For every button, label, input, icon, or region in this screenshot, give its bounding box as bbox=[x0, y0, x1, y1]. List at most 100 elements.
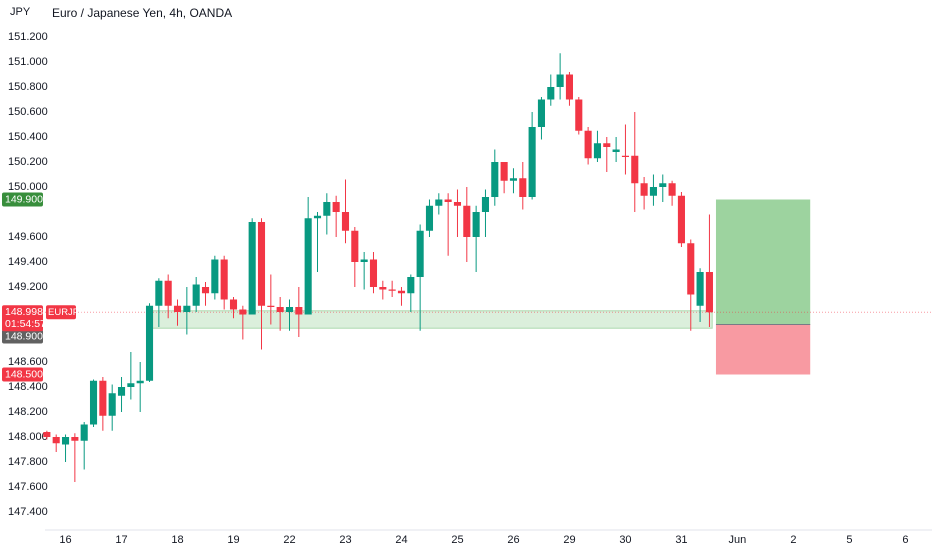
candle-body bbox=[519, 178, 527, 197]
candle-body bbox=[668, 183, 676, 196]
candle-body bbox=[696, 272, 704, 306]
last-price-bg bbox=[2, 305, 43, 332]
y-tick-label: 148.400 bbox=[8, 381, 48, 393]
y-tick-label: 150.800 bbox=[8, 81, 48, 93]
candle-body bbox=[649, 187, 657, 196]
candle-body bbox=[173, 305, 182, 312]
axis-label: JPY bbox=[10, 6, 31, 18]
entry-label: 148.900 bbox=[5, 330, 43, 342]
candle-body bbox=[444, 199, 452, 202]
last-price-label: 148.998 bbox=[5, 306, 43, 318]
entry-label-bg bbox=[2, 329, 43, 344]
x-tick-label: 5 bbox=[846, 534, 852, 546]
candle-body bbox=[239, 309, 247, 315]
candle-body bbox=[593, 143, 601, 159]
candle-body bbox=[397, 290, 406, 294]
candle-body bbox=[575, 99, 583, 131]
profit-zone bbox=[715, 199, 811, 325]
y-tick-label: 150.400 bbox=[8, 131, 48, 143]
x-tick-label: 17 bbox=[115, 534, 127, 546]
candle-body bbox=[192, 284, 200, 306]
candle-body bbox=[472, 212, 480, 237]
x-tick-label: 26 bbox=[507, 534, 519, 546]
candle-body bbox=[71, 437, 79, 441]
x-tick-label: 18 bbox=[171, 534, 183, 546]
candle-body bbox=[127, 383, 135, 387]
candle-body bbox=[201, 287, 210, 294]
candle-body bbox=[500, 162, 508, 181]
candle-body bbox=[565, 74, 574, 100]
candle-body bbox=[425, 205, 434, 231]
y-tick-label: 151.000 bbox=[8, 56, 48, 68]
candle-body bbox=[332, 202, 340, 212]
candle-body bbox=[369, 259, 378, 287]
x-tick-label: 29 bbox=[563, 534, 575, 546]
candle-body bbox=[528, 127, 536, 197]
y-tick-label: 150.200 bbox=[8, 156, 48, 168]
candle-body bbox=[360, 259, 368, 262]
candle-body bbox=[379, 287, 387, 290]
x-tick-label: 16 bbox=[59, 534, 71, 546]
candle-body bbox=[556, 74, 564, 87]
y-tick-label: 148.000 bbox=[8, 431, 48, 443]
candle-body bbox=[248, 222, 256, 315]
symbol-tag: EURJPY bbox=[48, 307, 86, 318]
y-tick-label: 150.000 bbox=[8, 181, 48, 193]
candle-body bbox=[705, 272, 713, 313]
candle-body bbox=[621, 155, 629, 157]
candle-body bbox=[687, 243, 695, 295]
candle-body bbox=[229, 299, 238, 310]
candle-body bbox=[220, 259, 228, 300]
candle-body bbox=[659, 183, 667, 187]
candle-body bbox=[677, 195, 685, 244]
x-tick-label: 6 bbox=[902, 534, 908, 546]
candle-body bbox=[435, 199, 443, 206]
y-tick-label: 149.600 bbox=[8, 231, 48, 243]
countdown: 01:54:57 bbox=[5, 318, 46, 330]
candle-body bbox=[304, 218, 312, 315]
y-tick-label: 147.600 bbox=[8, 481, 48, 493]
x-tick-label: 31 bbox=[675, 534, 687, 546]
candle-body bbox=[43, 432, 51, 437]
candle-body bbox=[61, 437, 70, 445]
candle-body bbox=[285, 307, 294, 312]
candle-body bbox=[603, 143, 611, 147]
candle-body bbox=[313, 215, 322, 219]
candle-body bbox=[491, 162, 499, 197]
candle-body bbox=[640, 183, 648, 196]
candle-body bbox=[257, 222, 266, 306]
symbol-bg bbox=[46, 305, 76, 320]
candle-body bbox=[631, 155, 639, 184]
candle-body bbox=[295, 307, 303, 315]
x-tick-label: 25 bbox=[451, 534, 463, 546]
candle-body bbox=[416, 230, 424, 277]
candle-body bbox=[453, 202, 462, 206]
candle-body bbox=[89, 380, 98, 425]
candle-body bbox=[164, 280, 172, 306]
candle-body bbox=[341, 212, 350, 231]
y-tick-label: 150.600 bbox=[8, 106, 48, 118]
x-tick-label: 24 bbox=[395, 534, 407, 546]
candle-body bbox=[351, 230, 359, 262]
y-tick-label: 149.200 bbox=[8, 281, 48, 293]
stop-label: 148.500 bbox=[5, 368, 43, 380]
candle-body bbox=[612, 149, 620, 152]
candle-body bbox=[323, 202, 331, 216]
candle-body bbox=[80, 424, 88, 441]
candle-body bbox=[276, 307, 284, 312]
candle-body bbox=[481, 197, 490, 212]
candle-body bbox=[407, 277, 415, 294]
candle-body bbox=[547, 87, 555, 100]
target-label: 149.900 bbox=[5, 193, 43, 205]
x-tick-label: 22 bbox=[283, 534, 295, 546]
y-tick-label: 147.400 bbox=[8, 506, 48, 518]
candle-body bbox=[108, 393, 116, 416]
candle-body bbox=[211, 259, 219, 294]
candle-body bbox=[155, 280, 163, 306]
y-tick-label: 148.600 bbox=[8, 356, 48, 368]
x-tick-label: 2 bbox=[790, 534, 796, 546]
y-tick-label: 149.400 bbox=[8, 256, 48, 268]
candle-body bbox=[136, 380, 144, 384]
x-tick-label: 30 bbox=[619, 534, 631, 546]
